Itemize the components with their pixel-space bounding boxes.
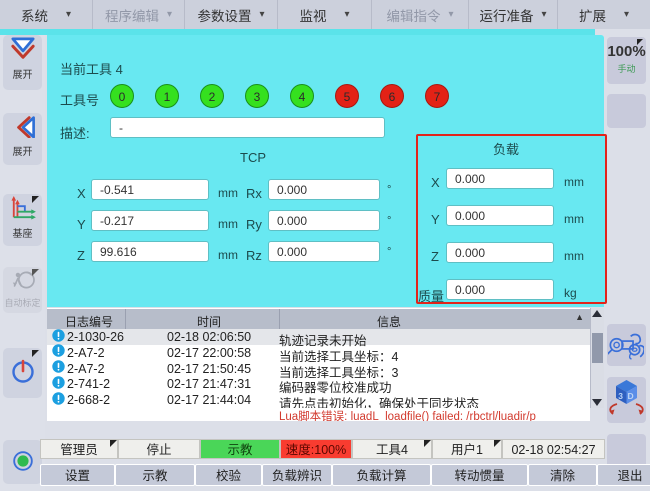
svg-text:D: D	[628, 391, 634, 401]
svg-text:3: 3	[618, 391, 623, 401]
